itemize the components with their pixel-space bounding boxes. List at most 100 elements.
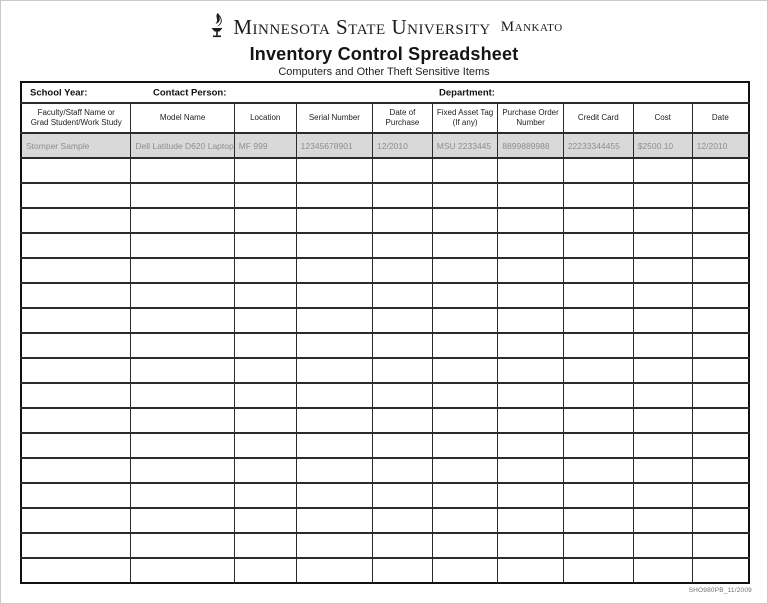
cell-date-of-purchase xyxy=(372,157,433,183)
cell-cost xyxy=(632,382,693,408)
cell-cost xyxy=(632,557,693,583)
cell-date-of-purchase xyxy=(372,557,433,583)
cell-fixed-asset-tag xyxy=(431,232,498,258)
cell-date xyxy=(691,332,749,358)
cell-date xyxy=(691,482,749,508)
cell-serial-number xyxy=(295,407,373,433)
cell-purchase-order-number xyxy=(497,182,564,208)
cell-purchase-order-number xyxy=(497,507,564,533)
cell-date xyxy=(691,257,749,283)
cell-purchase-order-number xyxy=(497,307,564,333)
cell-date-of-purchase xyxy=(372,207,433,233)
cell-date-of-purchase xyxy=(372,482,433,508)
cell-fixed-asset-tag xyxy=(431,182,498,208)
cell-model-name xyxy=(130,232,235,258)
cell-credit-card xyxy=(562,407,634,433)
cell-credit-card xyxy=(562,557,634,583)
cell-cost xyxy=(632,182,693,208)
cell-date-of-purchase xyxy=(372,532,433,558)
cell-fixed-asset-tag xyxy=(431,457,498,483)
empty-row xyxy=(20,407,749,433)
cell-faculty-staff-name xyxy=(20,157,131,183)
cell-faculty-staff-name: Stomper Sample xyxy=(20,132,131,158)
cell-date xyxy=(691,157,749,183)
cell-faculty-staff-name xyxy=(20,207,131,233)
cell-faculty-staff-name xyxy=(20,332,131,358)
cell-date-of-purchase xyxy=(372,332,433,358)
cell-model-name xyxy=(130,532,235,558)
cell-faculty-staff-name xyxy=(20,182,131,208)
empty-row xyxy=(20,332,749,358)
cell-location xyxy=(233,232,297,258)
cell-date xyxy=(691,532,749,558)
cell-cost xyxy=(632,282,693,308)
empty-row xyxy=(20,507,749,533)
cell-date xyxy=(691,357,749,383)
cell-date-of-purchase xyxy=(372,182,433,208)
cell-serial-number xyxy=(295,532,373,558)
column-header-location: Location xyxy=(233,102,297,133)
cell-fixed-asset-tag xyxy=(431,307,498,333)
empty-row xyxy=(20,182,749,208)
cell-location xyxy=(233,532,297,558)
cell-faculty-staff-name xyxy=(20,532,131,558)
cell-faculty-staff-name xyxy=(20,407,131,433)
cell-fixed-asset-tag xyxy=(431,532,498,558)
cell-faculty-staff-name xyxy=(20,507,131,533)
cell-model-name xyxy=(130,207,235,233)
cell-date-of-purchase xyxy=(372,307,433,333)
cell-model-name xyxy=(130,257,235,283)
cell-model-name xyxy=(130,407,235,433)
cell-location xyxy=(233,557,297,583)
cell-faculty-staff-name xyxy=(20,432,131,458)
form-code: SHO980PB_11/2009 xyxy=(688,587,752,594)
cell-fixed-asset-tag xyxy=(431,332,498,358)
cell-purchase-order-number xyxy=(497,257,564,283)
column-header-serial-number: Serial Number xyxy=(295,102,373,133)
cell-model-name xyxy=(130,182,235,208)
cell-location xyxy=(233,482,297,508)
cell-location xyxy=(233,182,297,208)
torch-flame-icon xyxy=(211,13,223,38)
cell-date-of-purchase xyxy=(372,282,433,308)
cell-serial-number xyxy=(295,557,373,583)
empty-row xyxy=(20,382,749,408)
cell-date xyxy=(691,307,749,333)
cell-serial-number xyxy=(295,482,373,508)
cell-location xyxy=(233,157,297,183)
contact-person-label: Contact Person: xyxy=(153,87,227,98)
empty-row xyxy=(20,232,749,258)
cell-fixed-asset-tag: MSU 2233445 xyxy=(431,132,498,158)
column-header-faculty-staff-name: Faculty/Staff Name or Grad Student/Work … xyxy=(20,102,131,133)
column-header-date: Date xyxy=(691,102,749,133)
cell-cost xyxy=(632,457,693,483)
cell-cost: $2500.10 xyxy=(632,132,693,158)
cell-date xyxy=(691,432,749,458)
cell-credit-card xyxy=(562,307,634,333)
cell-fixed-asset-tag xyxy=(431,157,498,183)
cell-purchase-order-number xyxy=(497,457,564,483)
university-campus: Mankato xyxy=(500,18,563,35)
column-header-purchase-order-number: Purchase Order Number xyxy=(497,102,564,133)
cell-faculty-staff-name xyxy=(20,232,131,258)
page-title: Inventory Control Spreadsheet xyxy=(249,44,519,64)
empty-row xyxy=(20,207,749,233)
cell-location xyxy=(233,357,297,383)
cell-date-of-purchase xyxy=(372,432,433,458)
university-wordmark: Minnesota State University Mankato xyxy=(1,11,767,43)
cell-faculty-staff-name xyxy=(20,307,131,333)
cell-location xyxy=(233,432,297,458)
empty-row xyxy=(20,157,749,183)
cell-purchase-order-number xyxy=(497,407,564,433)
column-header-cost: Cost xyxy=(632,102,693,133)
cell-model-name xyxy=(130,432,235,458)
cell-serial-number xyxy=(295,307,373,333)
cell-date-of-purchase xyxy=(372,357,433,383)
cell-purchase-order-number xyxy=(497,357,564,383)
cell-date-of-purchase xyxy=(372,382,433,408)
cell-serial-number: 12345678901 xyxy=(295,132,373,158)
cell-faculty-staff-name xyxy=(20,382,131,408)
cell-location xyxy=(233,457,297,483)
cell-faculty-staff-name xyxy=(20,557,131,583)
